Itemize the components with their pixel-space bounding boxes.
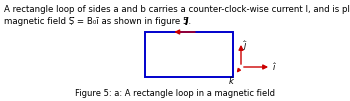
Text: ĵ: ĵ	[244, 40, 246, 49]
Bar	[145, 32, 233, 77]
Text: k̂: k̂	[229, 77, 233, 86]
Text: î: î	[273, 64, 275, 73]
Text: A rectangle loop of sides a and b carries a counter-clock-wise current I, and is: A rectangle loop of sides a and b carrie…	[4, 5, 350, 14]
Text: magnetic field Ṣ̅ = B₀ī as shown in figure 5.: magnetic field Ṣ̅ = B₀ī as shown in figu…	[4, 17, 191, 26]
Text: I: I	[184, 17, 188, 27]
Text: Figure 5: a: A rectangle loop in a magnetic field: Figure 5: a: A rectangle loop in a magne…	[75, 89, 275, 98]
